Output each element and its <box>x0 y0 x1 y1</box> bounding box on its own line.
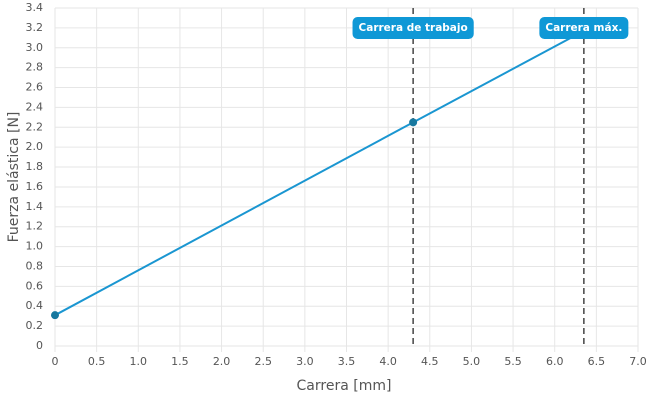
y-tick-label: 0 <box>36 339 43 352</box>
x-tick-label: 5.5 <box>504 355 522 368</box>
x-tick-label: 4.0 <box>379 355 397 368</box>
x-tick-label: 1.5 <box>171 355 189 368</box>
y-tick-label: 1.2 <box>26 220 44 233</box>
annotation: Carrera máx. <box>539 17 629 39</box>
annotation-label: Carrera máx. <box>545 22 622 34</box>
y-tick-label: 2.6 <box>26 81 44 94</box>
x-tick-label: 6.5 <box>588 355 606 368</box>
y-tick-label: 0.8 <box>26 259 44 272</box>
y-tick-label: 3.4 <box>26 1 44 14</box>
x-tick-label: 3.0 <box>296 355 314 368</box>
y-tick-label: 2.8 <box>26 61 44 74</box>
x-tick-label: 2.0 <box>213 355 231 368</box>
x-tick-label: 1.0 <box>130 355 148 368</box>
y-tick-label: 2.2 <box>26 120 44 133</box>
x-tick-label: 5.0 <box>463 355 481 368</box>
x-axis-title: Carrera [mm] <box>297 378 392 394</box>
annotation-box <box>352 17 474 39</box>
y-tick-label: 1.4 <box>26 200 44 213</box>
x-tick-label: 2.5 <box>254 355 272 368</box>
y-tick-label: 1.8 <box>26 160 44 173</box>
y-tick-label: 2.0 <box>26 140 44 153</box>
point <box>409 118 418 127</box>
x-tick-label: 3.5 <box>338 355 356 368</box>
x-tick-label: 6.0 <box>546 355 564 368</box>
y-tick-label: 2.4 <box>26 100 44 113</box>
x-tick-label: 0.5 <box>88 355 106 368</box>
y-tick-label: 3.2 <box>26 21 44 34</box>
y-tick-label: 1.6 <box>26 180 44 193</box>
x-tick-label: 7.0 <box>629 355 647 368</box>
y-tick-label: 3.0 <box>26 41 44 54</box>
annotation-box <box>539 17 629 39</box>
y-tick-label: 0.6 <box>26 279 44 292</box>
x-tick-label: 4.5 <box>421 355 439 368</box>
annotation: Carrera de trabajo <box>352 17 474 39</box>
y-tick-label: 0.2 <box>26 319 44 332</box>
y-axis-title: Fuerza elástica [N] <box>6 112 22 243</box>
point <box>51 311 59 320</box>
y-tick-label: 1.0 <box>26 240 44 253</box>
line <box>54 29 585 317</box>
annotation-label: Carrera de trabajo <box>359 22 468 34</box>
x-tick-label: 0 <box>52 355 59 368</box>
y-tick-label: 0.4 <box>26 299 44 312</box>
